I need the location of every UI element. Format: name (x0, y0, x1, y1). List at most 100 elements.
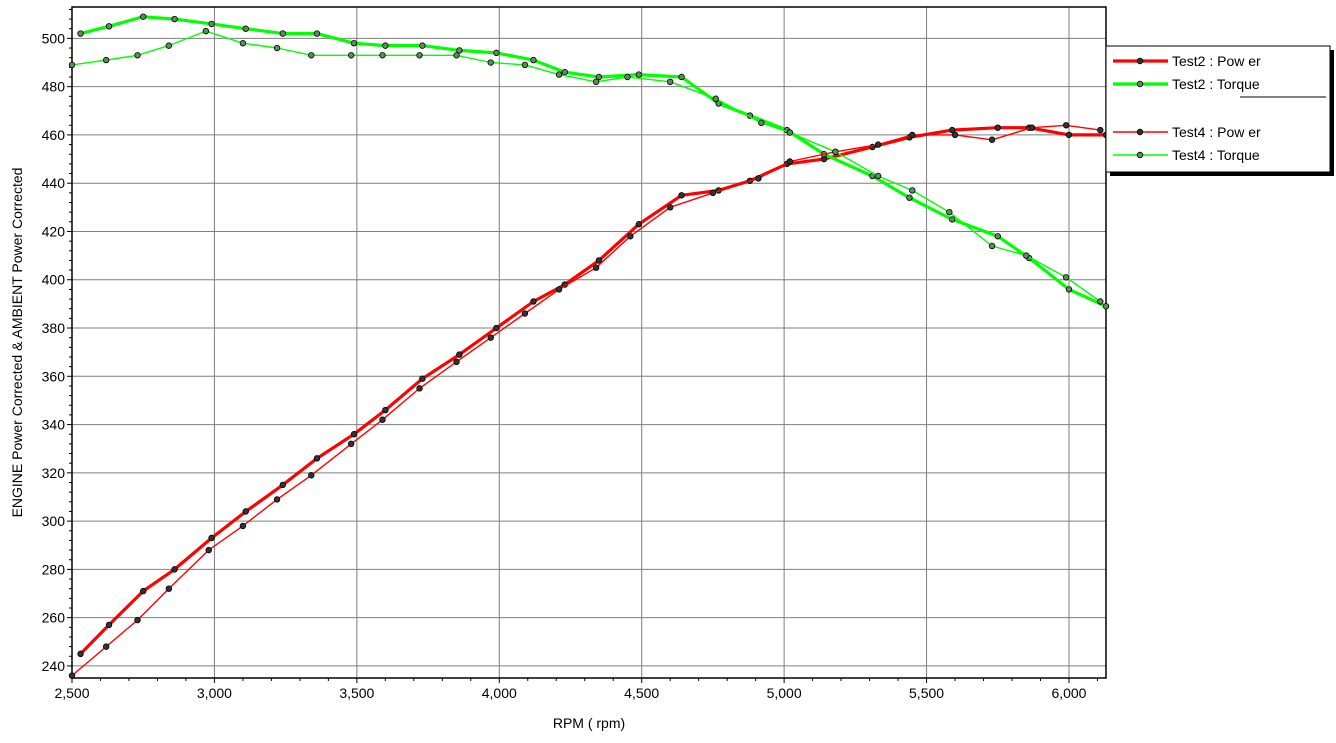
data-point (279, 30, 286, 37)
data-point (416, 52, 423, 59)
legend-entry: Test4 : Torque (1113, 147, 1260, 163)
data-point (208, 20, 215, 28)
x-tick-label: 4,500 (624, 685, 659, 701)
data-point (140, 13, 147, 20)
data-point (994, 124, 1001, 131)
data-point (948, 126, 956, 134)
y-tick-label: 500 (42, 30, 66, 46)
data-point (308, 52, 315, 59)
data-point (946, 208, 953, 216)
series-group (68, 27, 1104, 305)
data-point (379, 52, 386, 59)
data-point (105, 621, 113, 629)
data-point (347, 52, 355, 59)
data-point (313, 455, 321, 462)
y-tick-label: 480 (42, 79, 66, 95)
data-point (456, 47, 463, 54)
data-point (273, 44, 281, 52)
data-point (205, 546, 212, 554)
data-point (493, 324, 500, 332)
legend-swatch-marker (1136, 80, 1144, 88)
data-point (627, 233, 634, 240)
y-tick-label: 360 (42, 368, 66, 384)
data-point (530, 56, 537, 64)
data-point (453, 52, 460, 59)
data-point (786, 158, 794, 165)
data-point (382, 406, 389, 414)
data-point (948, 216, 956, 223)
data-point (709, 189, 717, 197)
data-point (530, 298, 537, 305)
x-tick-label: 5,500 (909, 685, 944, 701)
data-point (134, 52, 141, 59)
data-point (1028, 124, 1036, 131)
data-point (279, 481, 286, 489)
data-point (419, 42, 426, 49)
data-point (308, 472, 315, 479)
data-point (419, 375, 426, 382)
data-point (105, 23, 113, 30)
data-point (350, 40, 358, 47)
data-point (555, 71, 563, 78)
data-point (909, 131, 916, 139)
data-point (165, 585, 173, 592)
data-point (493, 49, 500, 57)
data-point (561, 68, 568, 76)
data-point (624, 73, 631, 81)
data-point (755, 175, 762, 182)
data-point (712, 95, 719, 102)
data-point (678, 192, 685, 199)
data-point (951, 131, 959, 139)
data-point (1097, 126, 1104, 134)
data-point (487, 334, 494, 341)
legend-label: Test2 : Pow er (1172, 53, 1261, 69)
data-point (906, 194, 913, 201)
y-axis-title: ENGINE Power Corrected & AMBIENT Power C… (9, 168, 25, 518)
data-point (1102, 303, 1110, 310)
data-point (592, 78, 600, 86)
y-tick-label: 240 (42, 658, 66, 674)
data-point (592, 264, 600, 271)
x-tick-label: 3,500 (339, 685, 374, 701)
data-point (786, 129, 794, 136)
data-point (202, 27, 210, 35)
data-point (102, 56, 110, 64)
data-point (350, 431, 358, 438)
data-point (134, 616, 141, 624)
y-tick-label: 420 (42, 223, 66, 239)
legend-entry: Test2 : Pow er (1113, 53, 1261, 69)
data-point (635, 221, 643, 228)
data-point (68, 672, 76, 679)
legend-label: Test4 : Torque (1172, 147, 1260, 163)
plot-background (72, 7, 1106, 678)
series-group (77, 13, 1110, 310)
data-point (140, 587, 147, 595)
data-point (171, 566, 178, 573)
data-point (273, 496, 281, 503)
data-point (242, 25, 249, 32)
y-tick-label: 340 (42, 417, 66, 433)
legend-label: Test2 : Torque (1172, 76, 1260, 92)
data-point (239, 522, 247, 530)
data-point (1023, 252, 1030, 259)
legend-box (1105, 45, 1331, 173)
x-axis-title: RPM ( rpm) (553, 715, 625, 731)
legend-swatch-marker (1136, 57, 1144, 65)
data-point (239, 40, 247, 47)
data-point (666, 204, 674, 211)
data-point (416, 385, 423, 392)
series-layer (68, 13, 1110, 679)
data-point (1097, 298, 1104, 305)
data-point (595, 257, 603, 264)
data-point (171, 15, 178, 23)
legend-swatch-marker (1136, 128, 1144, 136)
data-point (208, 534, 215, 542)
data-point (595, 73, 603, 81)
data-point (487, 59, 494, 66)
data-point (379, 416, 386, 423)
data-point (1065, 131, 1073, 139)
data-point (635, 71, 643, 78)
series-group (68, 122, 1104, 679)
